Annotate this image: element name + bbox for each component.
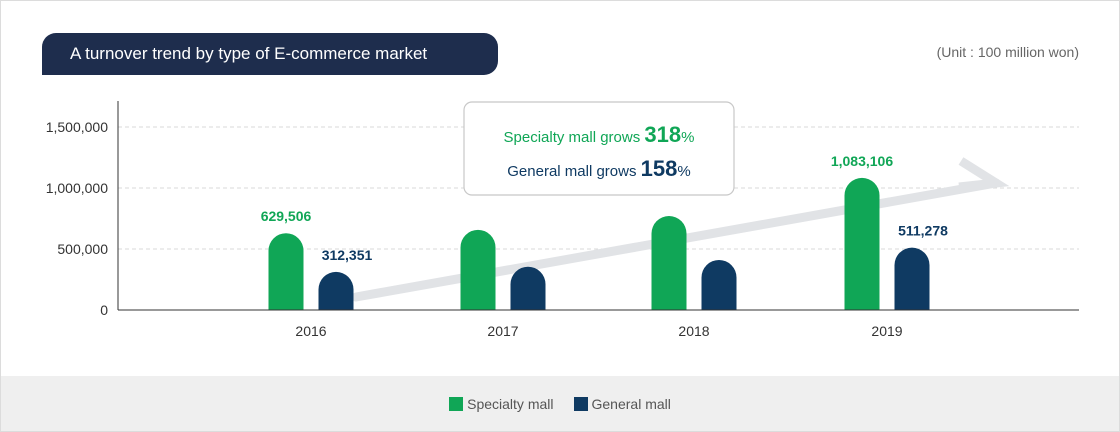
data-label: 629,506 [261,208,312,224]
legend-swatch-general [573,396,588,411]
y-tick-label: 500,000 [57,241,108,257]
callout-box [463,101,735,196]
bar-specialty-2018 [651,216,687,310]
y-tick-label: 1,500,000 [46,119,108,135]
legend-item-general: General mall [573,395,671,412]
unit-label: (Unit : 100 million won) [936,44,1079,60]
bar-specialty-2019 [844,177,880,310]
legend-item-specialty: Specialty mall [449,395,554,412]
bar-general-2016 [318,271,354,310]
y-tick-label: 1,000,000 [46,180,108,196]
bar-general-2019 [894,247,930,310]
x-tick-label: 2017 [487,323,518,339]
data-label: 1,083,106 [831,153,893,169]
bar-general-2017 [510,266,546,310]
x-tick-label: 2019 [871,323,902,339]
data-label: 312,351 [322,247,373,263]
legend-label-specialty: Specialty mall [467,395,554,412]
y-tick-label: 0 [100,302,108,318]
bar-general-2018 [701,259,737,310]
callout-specialty: Specialty mall grows 318% [504,122,695,147]
bar-specialty-2017 [460,229,496,310]
bar-chart: 0 500,000 1,000,000 1,500,000 629,506 312,351… [46,101,1079,339]
x-tick-label: 2018 [678,323,709,339]
chart-title: A turnover trend by type of E-commerce m… [42,33,498,75]
legend-label-general: General mall [591,395,671,412]
bar-specialty-2016 [268,233,304,310]
legend-swatch-specialty [449,396,464,411]
x-tick-label: 2016 [295,323,326,339]
data-label: 511,278 [898,223,948,239]
legend: Specialty mall General mall [1,376,1119,431]
trend-arrow-head [958,157,1010,192]
callout-general: General mall grows 158% [507,156,690,181]
